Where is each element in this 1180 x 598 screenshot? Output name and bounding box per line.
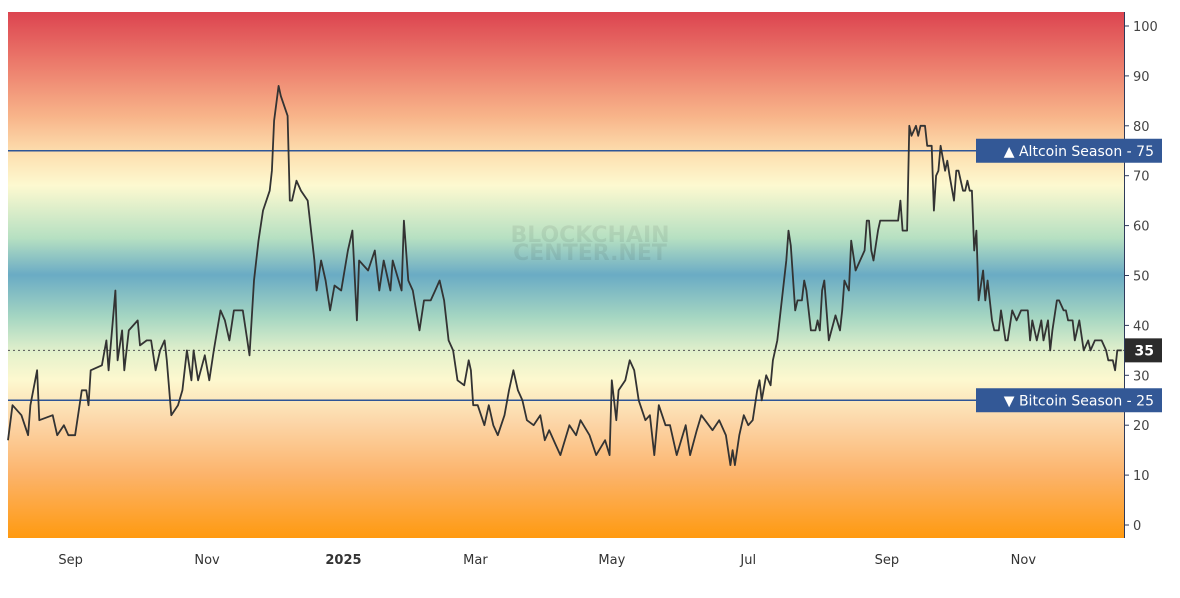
y-tick-label: 0	[1133, 519, 1141, 534]
x-tick-label: 2025	[325, 553, 361, 568]
threshold-label: ▼ Bitcoin Season - 25	[1004, 393, 1154, 409]
threshold-label-box	[976, 388, 1162, 413]
watermark-line-2: CENTER.NET	[513, 241, 667, 266]
x-tick-label: May	[598, 553, 625, 568]
watermark-line-1: BLOCKCHAIN	[510, 223, 669, 248]
x-tick-label: Nov	[1011, 553, 1037, 568]
x-tick-label: Nov	[194, 553, 220, 568]
y-tick-label: 10	[1133, 469, 1150, 484]
x-tick-label: Mar	[463, 553, 488, 568]
x-tick-label: Sep	[58, 553, 83, 568]
y-tick-label: 70	[1133, 170, 1150, 185]
y-tick-label: 60	[1133, 220, 1150, 235]
current-value-label: 35	[1135, 343, 1154, 359]
y-tick-label: 50	[1133, 270, 1150, 285]
x-tick-label: Jul	[739, 553, 756, 568]
threshold-label: ▲ Altcoin Season - 75	[1004, 144, 1154, 160]
x-tick-label: Sep	[875, 553, 900, 568]
y-tick-label: 90	[1133, 70, 1150, 85]
watermark: BLOCKCHAIN CENTER.NET	[510, 223, 669, 266]
y-tick-label: 80	[1133, 120, 1150, 135]
index-line	[7, 85, 1122, 466]
current-value-box	[1125, 338, 1162, 363]
y-tick-label: 30	[1133, 369, 1150, 384]
y-tick-label: 40	[1133, 319, 1150, 334]
y-tick-label: 20	[1133, 419, 1150, 434]
y-tick-label: 100	[1133, 20, 1158, 35]
threshold-label-box	[976, 138, 1162, 163]
plot-background	[8, 12, 1124, 538]
